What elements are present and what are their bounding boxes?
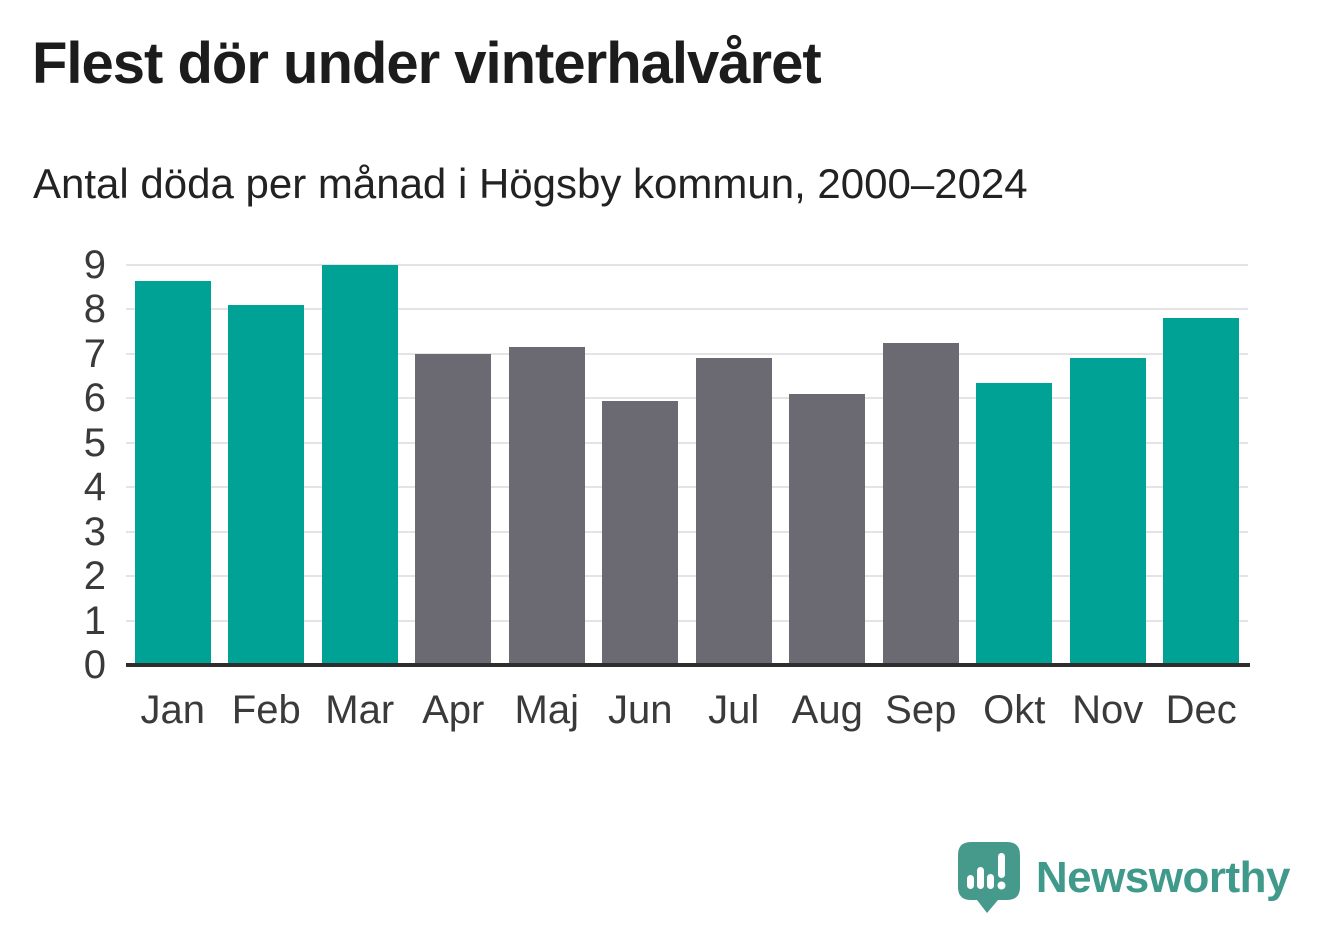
bar-feb (228, 305, 305, 665)
bar-slot-aug (781, 265, 875, 665)
plot-area (126, 264, 1248, 665)
x-tick-label-dec: Dec (1165, 688, 1237, 732)
x-tick-label-feb: Feb (231, 688, 301, 732)
x-axis: Jan Feb Mar Apr Maj Jun Jul Aug Sep Okt Nov Dec (126, 688, 1248, 733)
bar-slot-okt (968, 265, 1062, 665)
chart-subtitle: Antal döda per månad i Högsby kommun, 20… (33, 160, 1028, 207)
x-tick-label-jul: Jul (708, 688, 760, 732)
y-tick-label-8: 8 (83, 287, 106, 332)
gridline-7 (126, 352, 1248, 355)
gridline-3 (126, 530, 1248, 533)
bar-slot-maj (500, 265, 594, 665)
chart-title: Flest dör under vinterhalvåret (32, 31, 822, 96)
bar-maj (508, 347, 585, 665)
bar-series (126, 265, 1248, 665)
gridline-6 (126, 397, 1248, 400)
bar-jun (602, 400, 679, 665)
bar-slot-jun (594, 265, 688, 665)
bar-jul (695, 358, 772, 665)
bar-okt (976, 382, 1053, 665)
x-tick-label-maj: Maj (514, 688, 579, 732)
y-tick-label-1: 1 (83, 598, 106, 643)
y-tick-label-0: 0 (83, 643, 106, 687)
gridline-8 (126, 308, 1248, 311)
y-tick-label-9: 9 (83, 243, 106, 287)
x-tick-label-sep: Sep (885, 688, 957, 732)
y-tick-label-6: 6 (83, 376, 106, 421)
bar-slot-nov (1061, 265, 1155, 665)
y-tick-label-5: 5 (83, 420, 106, 465)
newsworthy-logo: Newsworthy (957, 842, 1291, 914)
x-tick-label-aug: Aug (791, 688, 863, 732)
gridline-4 (126, 486, 1248, 489)
bar-slot-jan (126, 265, 220, 665)
gridline-9 (126, 264, 1248, 266)
newsworthy-logo-text: Newsworthy (1035, 853, 1291, 902)
x-axis-line (126, 663, 1250, 667)
bar-sep (882, 342, 959, 665)
bar-mar (321, 265, 398, 665)
y-tick-label-7: 7 (83, 331, 106, 376)
x-tick-label-jun: Jun (608, 688, 673, 732)
bar-jan (134, 280, 211, 665)
x-tick-label-apr: Apr (422, 688, 485, 732)
y-tick-label-4: 4 (83, 465, 106, 510)
x-tick-label-jan: Jan (140, 688, 206, 732)
bar-nov (1069, 358, 1146, 665)
newsworthy-logo-icon (957, 842, 1020, 913)
gridline-1 (126, 619, 1248, 622)
bar-slot-apr (407, 265, 501, 665)
gridline-2 (126, 575, 1248, 578)
bar-dec (1163, 318, 1240, 665)
bar-slot-mar (313, 265, 407, 665)
x-tick-label-mar: Mar (325, 688, 395, 732)
x-tick-label-okt: Okt (983, 688, 1046, 732)
x-tick-label-nov: Nov (1072, 688, 1144, 732)
bar-slot-feb (220, 265, 314, 665)
bar-aug (789, 393, 866, 665)
bar-slot-jul (687, 265, 781, 665)
bar-slot-dec (1155, 265, 1249, 665)
bar-apr (415, 353, 492, 665)
bar-slot-sep (874, 265, 968, 665)
gridline-5 (126, 441, 1248, 444)
y-tick-label-3: 3 (83, 509, 106, 554)
y-tick-label-2: 2 (83, 554, 106, 599)
